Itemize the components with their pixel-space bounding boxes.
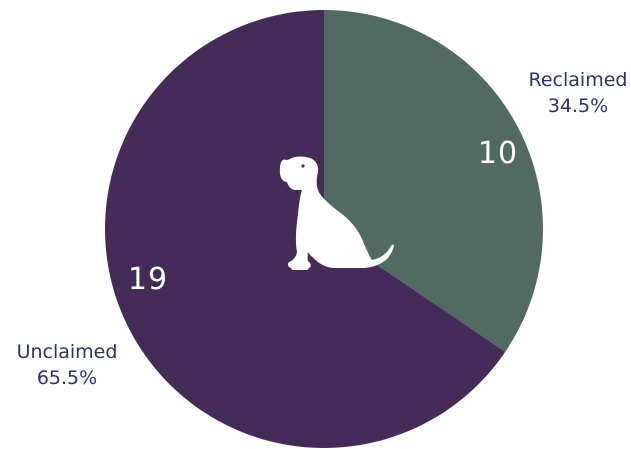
slice-category-labels: Reclaimed 34.5% Unclaimed 65.5% xyxy=(17,69,628,389)
slice-category-label-unclaimed: Unclaimed xyxy=(17,341,118,363)
slice-category-label-reclaimed: Reclaimed xyxy=(529,69,628,91)
pie-slice-reclaimed xyxy=(324,10,543,352)
dog-sitting-icon xyxy=(279,156,394,270)
slice-value-label-reclaimed: 10 xyxy=(478,136,518,171)
slice-percent-label-unclaimed: 65.5% xyxy=(37,367,97,389)
slice-percent-label-reclaimed: 34.5% xyxy=(548,95,608,117)
slice-value-labels: 10 19 xyxy=(128,136,518,297)
slice-value-label-unclaimed: 19 xyxy=(128,262,168,297)
